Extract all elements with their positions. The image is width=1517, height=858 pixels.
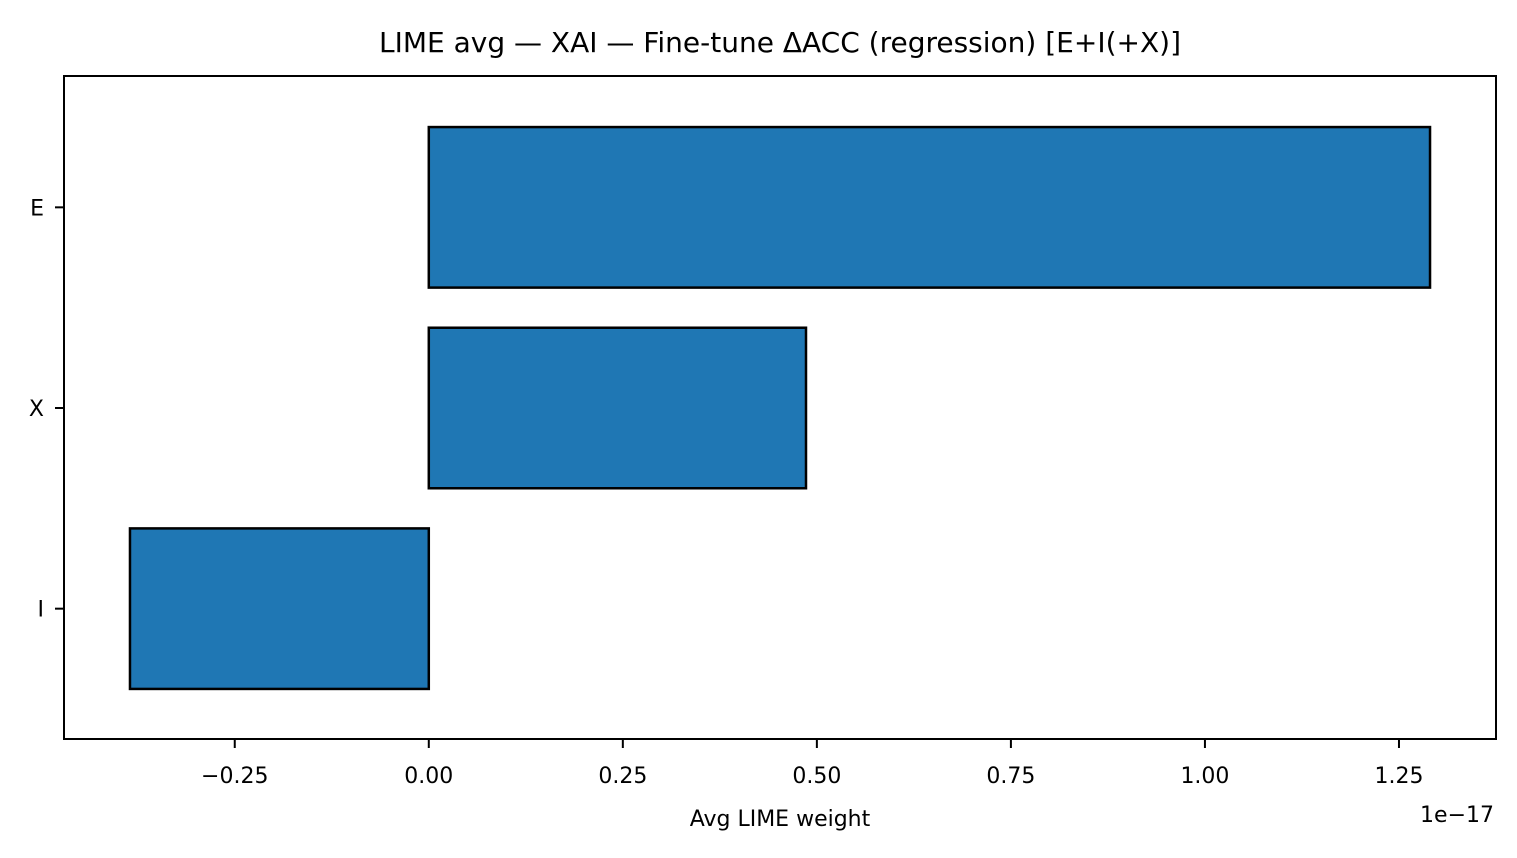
x-tick-label: 0.25: [598, 764, 647, 789]
x-tick-label: 1.25: [1374, 764, 1423, 789]
y-axis-ticks: E X I: [29, 196, 64, 623]
y-tick-label: X: [29, 397, 44, 422]
chart-title: LIME avg — XAI — Fine-tune ΔACC (regress…: [379, 26, 1181, 59]
y-tick-label: I: [38, 598, 45, 623]
axis-offset-text: 1e−17: [1420, 803, 1494, 828]
x-tick-label: 0.00: [404, 764, 453, 789]
bar-e: [427, 125, 1432, 289]
x-tick-label: −0.25: [201, 764, 268, 789]
bars-group: [128, 125, 1432, 691]
x-tick-label: 1.00: [1180, 764, 1229, 789]
bar-i: [128, 527, 431, 691]
y-tick-label: E: [30, 196, 44, 221]
x-tick-label: 0.50: [792, 764, 841, 789]
bar-x: [427, 326, 808, 490]
x-axis-label: Avg LIME weight: [690, 807, 871, 832]
x-axis-ticks: −0.25 0.00 0.25 0.50 0.75 1.00 1.25: [201, 739, 1423, 789]
x-tick-label: 0.75: [986, 764, 1035, 789]
